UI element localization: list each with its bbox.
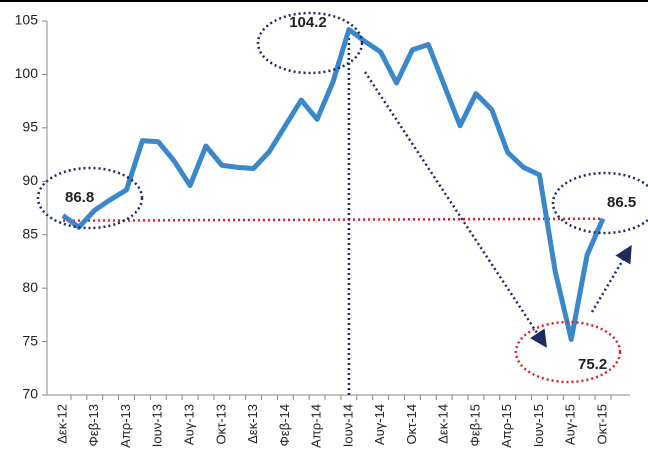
annotation-ellipse [256,11,364,75]
y-tick-label: 85 [22,225,38,241]
x-tick-label: Ιουν-15 [531,404,546,447]
x-tick-label: Φεβ-15 [467,404,482,446]
line-series [61,27,606,342]
y-tick-label: 70 [22,386,38,402]
annotation: 104.2 [289,14,327,31]
annotation: 75.2 [578,356,607,373]
annotation: 86.8 [65,189,94,206]
annotation-ellipse [514,320,622,384]
x-tick-label: Δεκ-13 [245,404,260,444]
x-tick-label: Αυγ-15 [563,404,578,445]
y-tick-label: 90 [22,172,38,188]
x-tick-label: Αυγ-14 [372,404,387,445]
x-tick-label: Οκτ-13 [213,404,228,445]
y-tick-label: 75 [22,332,38,348]
x-tick-label: Δεκ-14 [436,404,451,444]
x-tick-label: Απρ-13 [118,404,133,448]
y-tick-label: 80 [22,279,38,295]
x-tick-label: Ιουν-14 [340,404,355,447]
y-tick-label: 105 [15,12,39,28]
annotation: 86.5 [607,194,636,211]
x-tick-label: Ιουν-13 [150,404,165,447]
x-tick-label: Οκτ-14 [404,404,419,445]
x-tick-label: Οκτ-15 [594,404,609,445]
x-tick-label: Δεκ-12 [54,404,69,444]
annotation-ellipse [36,166,144,230]
x-tick-label: Απρ-15 [499,404,514,448]
y-tick-label: 100 [15,65,39,81]
x-tick-label: Αυγ-13 [181,404,196,445]
arrow [590,244,632,313]
y-tick-label: 95 [22,119,38,135]
x-tick-label: Απρ-14 [309,404,324,448]
x-tick-label: Φεβ-13 [86,404,101,446]
annotation-ellipse [551,171,648,235]
x-tick-label: Φεβ-14 [277,404,292,446]
reference-line [62,217,604,222]
